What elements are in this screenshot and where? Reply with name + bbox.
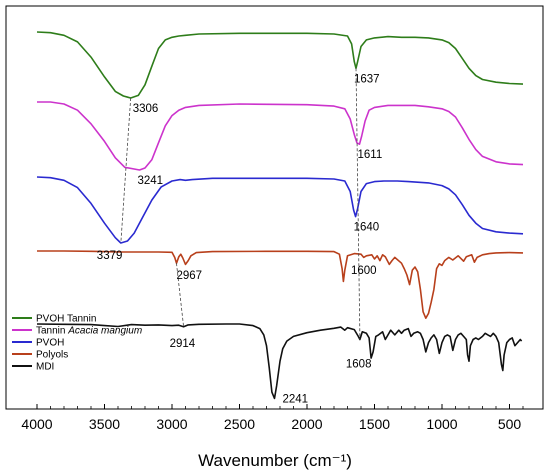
guide-line-0 — [120, 97, 132, 244]
legend-label-4: MDI — [36, 362, 54, 373]
legend-label-1: Tannin Acacia mangium — [36, 326, 142, 337]
guide-line-2 — [176, 263, 185, 327]
x-tick-label-1500: 1500 — [359, 416, 390, 432]
peak-label-2241: 2241 — [283, 393, 309, 405]
legend-label-text: MDI — [36, 362, 54, 373]
series-line-polyols — [37, 250, 524, 320]
x-tick-label-3000: 3000 — [156, 416, 187, 432]
x-axis-label: Wavenumber (cm⁻¹) — [198, 451, 352, 470]
legend-label-2: PVOH — [36, 338, 64, 349]
peak-label-3306: 3306 — [133, 103, 159, 115]
peak-label-1640: 1640 — [354, 222, 380, 234]
x-tick-label-2500: 2500 — [224, 416, 255, 432]
x-tick-label-4000: 4000 — [21, 416, 52, 432]
peak-label-1600: 1600 — [351, 265, 377, 277]
series-line-pvoh-tannin — [36, 31, 524, 99]
peak-label-3379: 3379 — [97, 250, 123, 262]
peak-labels: 3306 1637 3241 1611 3379 1640 2967 1600 2914 1608… — [97, 73, 382, 405]
legend-label-italic: Acacia mangium — [67, 326, 142, 337]
peak-label-3241: 3241 — [138, 175, 164, 187]
peak-label-2914: 2914 — [170, 338, 196, 350]
legend-label-0: PVOH Tannin — [36, 314, 96, 325]
legend-label-text: PVOH Tannin — [36, 314, 96, 325]
legend-label-text: Polyols — [36, 350, 68, 361]
guide-line-1 — [355, 68, 361, 340]
x-tick-label-500: 500 — [498, 416, 522, 432]
plot-frame — [5, 5, 544, 410]
peak-label-2967: 2967 — [177, 270, 203, 282]
series-line-tannin-acacia-mangium — [37, 101, 524, 171]
x-axis-ticks: 4000 3500 3000 2500 2000 1500 1000 500 — [21, 404, 524, 432]
peak-label-1637: 1637 — [354, 73, 380, 85]
series-line-pvoh — [36, 176, 524, 244]
legend-label-3: Polyols — [36, 350, 68, 361]
series-layer — [36, 31, 524, 400]
series-line-mdi — [36, 323, 523, 400]
legend-label-text: PVOH — [36, 338, 64, 349]
peak-label-1611: 1611 — [358, 149, 383, 161]
x-tick-label-3500: 3500 — [89, 416, 120, 432]
guide-lines — [120, 68, 361, 340]
x-tick-label-2000: 2000 — [291, 416, 322, 432]
peak-label-1608: 1608 — [346, 359, 372, 371]
legend-label-text: Tannin — [36, 326, 68, 337]
x-tick-label-1000: 1000 — [426, 416, 457, 432]
